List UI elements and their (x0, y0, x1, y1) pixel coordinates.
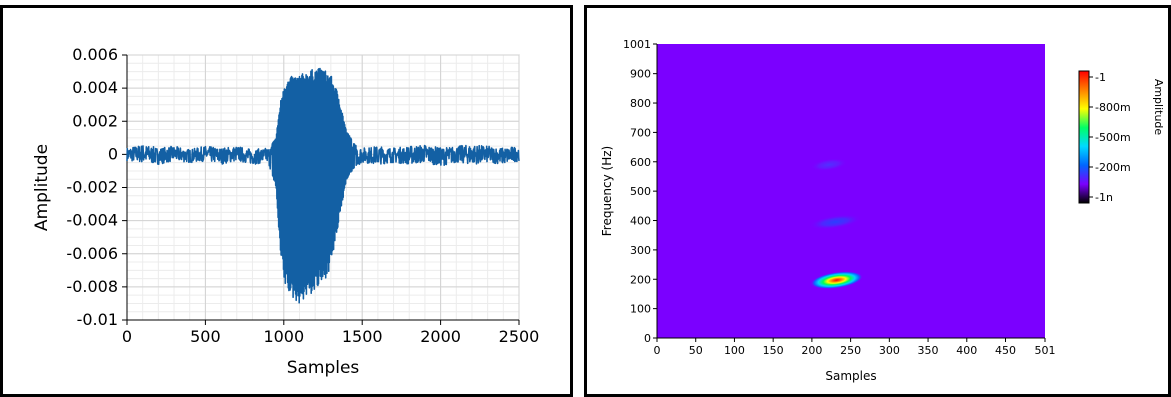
y-tick-label: 100 (630, 303, 651, 316)
x-tick-label: 250 (840, 344, 861, 357)
heatmap-blob (810, 158, 848, 172)
spectrogram-chart-panel: 0 50 100 150 200 250 300 350 400 450 501 0 100 200 300… (584, 5, 1171, 397)
x-tick-label: 1000 (263, 327, 304, 346)
y-tick-label: 800 (630, 97, 651, 110)
y-tick-label: 400 (630, 215, 651, 228)
x-tick-label: 450 (995, 344, 1016, 357)
y-tick-label: -0.002 (66, 178, 118, 197)
y-tick-label: 700 (630, 126, 651, 139)
y-tick-label: -0.008 (66, 277, 118, 296)
x-tick-label: 400 (956, 344, 977, 357)
x-tick-label: 350 (918, 344, 939, 357)
x-tick-label: 1500 (342, 327, 383, 346)
x-tick-label: 500 (190, 327, 221, 346)
x-tick-label: 150 (763, 344, 784, 357)
x-tick-label: 200 (801, 344, 822, 357)
colorbar-tick-label: -1 (1095, 71, 1106, 84)
y-tick-label: 0.004 (72, 78, 118, 97)
y-tick-label: -0.01 (77, 310, 118, 329)
y-tick-label: -0.006 (66, 244, 118, 263)
y-tick-label: 200 (630, 273, 651, 286)
y-tick-label: 0.002 (72, 111, 118, 130)
x-tick-label: 50 (689, 344, 703, 357)
colorbar-tick-label: -800m (1095, 101, 1131, 114)
x-axis-title: Samples (825, 369, 876, 383)
y-tick-label: 900 (630, 68, 651, 81)
y-tick-label: 600 (630, 156, 651, 169)
spectrogram-chart: 0 50 100 150 200 250 300 350 400 450 501 0 100 200 300… (600, 38, 1165, 383)
y-axis-title: Frequency (Hz) (600, 146, 614, 237)
y-tick-label: 0.006 (72, 45, 118, 64)
y-tick-label: -0.004 (66, 211, 118, 230)
x-tick-label: 0 (122, 327, 132, 346)
y-tick-label: 500 (630, 185, 651, 198)
y-tick-label: 0 (644, 332, 651, 345)
x-tick-label: 2000 (420, 327, 461, 346)
colorbar-tick-label: -1n (1095, 191, 1113, 204)
colorbar-tick-label: -200m (1095, 161, 1131, 174)
y-tick-label: 0 (108, 144, 118, 163)
heatmap-blob (809, 214, 862, 230)
heatmap-background (657, 44, 1045, 338)
waveform-chart-panel: 0 500 1000 1500 2000 2500 0.006 0.004 0.002 0 -0.0… (0, 5, 573, 397)
x-tick-label: 2500 (499, 327, 540, 346)
colorbar (1078, 70, 1090, 204)
x-tick-label: 0 (654, 344, 661, 357)
waveform-chart: 0 500 1000 1500 2000 25000.0060.0040.0020-0.0… (32, 45, 540, 378)
colorbar-title: Amplitude (1152, 79, 1165, 136)
y-tick-label: 1001 (623, 38, 651, 51)
x-axis-title: Samples (287, 358, 360, 378)
x-tick-label: 100 (724, 344, 745, 357)
x-tick-label: 300 (879, 344, 900, 357)
colorbar-tick-label: -500m (1095, 131, 1131, 144)
y-tick-label: 300 (630, 244, 651, 257)
signal-line (126, 67, 520, 304)
x-tick-label: 501 (1035, 344, 1056, 357)
y-axis-title: Amplitude (32, 144, 52, 231)
heatmap-blob (810, 271, 863, 289)
